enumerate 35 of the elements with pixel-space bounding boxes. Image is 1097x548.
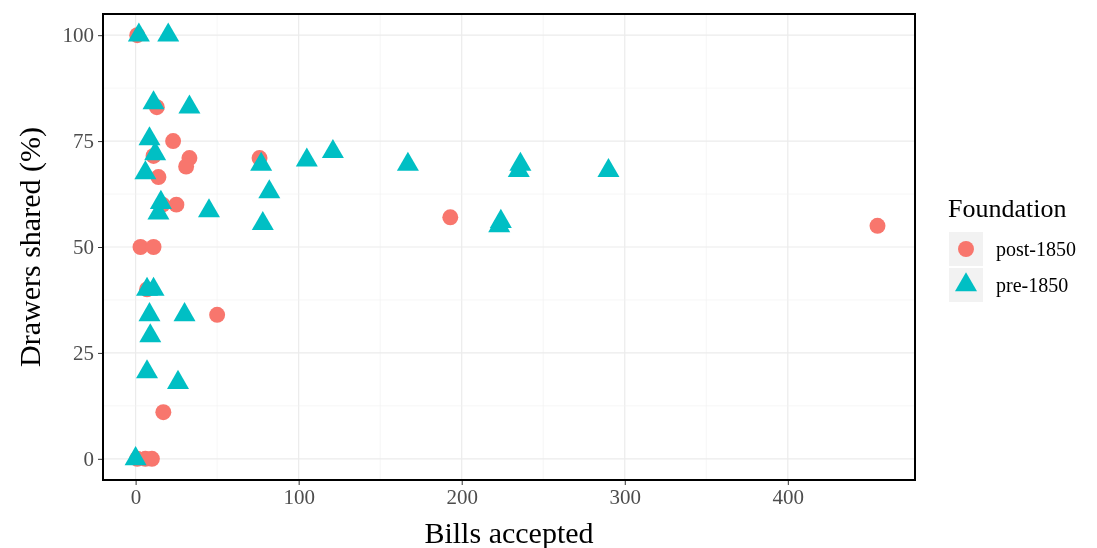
legend-label: pre-1850 (996, 274, 1069, 297)
point (136, 359, 159, 379)
x-tick-label: 300 (609, 484, 642, 509)
point (250, 151, 273, 171)
x-tick-label: 0 (130, 484, 142, 509)
y-tick-label: 25 (73, 341, 94, 366)
point (396, 151, 419, 171)
x-tick-label: 200 (446, 484, 478, 509)
point (295, 147, 318, 167)
x-tick-label: 100 (283, 484, 315, 509)
point (124, 446, 147, 466)
legend-label: post-1850 (996, 238, 1076, 261)
y-tick-label: 0 (83, 447, 94, 472)
point (138, 126, 161, 146)
legend-title: Foundation (948, 194, 1067, 223)
point (142, 276, 165, 296)
x-tick-label: 400 (772, 484, 805, 509)
point (139, 323, 162, 343)
point (127, 22, 150, 42)
point (134, 160, 157, 180)
y-tick-label: 50 (73, 235, 94, 260)
y-tick-label: 75 (73, 129, 94, 154)
point (258, 179, 281, 199)
point (597, 158, 620, 178)
point (166, 369, 190, 389)
y-axis-title: Drawers shared (%) (13, 127, 47, 367)
point (157, 22, 180, 42)
y-tick-label: 100 (62, 23, 94, 48)
point (173, 302, 196, 322)
point (321, 138, 344, 159)
point (197, 198, 220, 218)
point (178, 94, 201, 114)
point (142, 90, 165, 110)
point (138, 302, 161, 322)
point (251, 210, 274, 231)
